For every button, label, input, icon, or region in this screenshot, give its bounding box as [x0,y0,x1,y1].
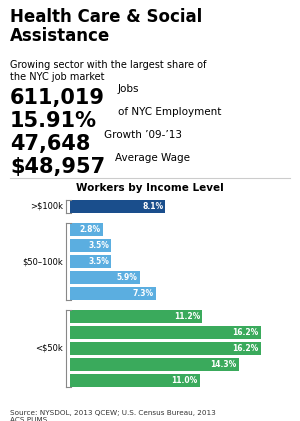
Text: Average Wage: Average Wage [115,153,190,163]
Bar [70,255,111,268]
Bar [70,271,140,284]
Text: 11.2%: 11.2% [174,312,200,321]
Text: >$100k: >$100k [30,202,63,211]
Text: 611,019: 611,019 [10,88,105,108]
Text: 3.5%: 3.5% [88,257,109,266]
Text: 8.1%: 8.1% [142,202,164,211]
Text: 16.2%: 16.2% [232,328,259,337]
Text: 15.91%: 15.91% [10,111,97,131]
Text: Workers by Income Level: Workers by Income Level [76,183,224,193]
Text: Growing sector with the largest share of
the NYC job market: Growing sector with the largest share of… [10,60,206,82]
Bar [70,358,239,371]
Text: 14.3%: 14.3% [210,360,236,369]
Text: 2.8%: 2.8% [80,225,101,234]
Text: $50–100k: $50–100k [22,257,63,266]
Text: 5.9%: 5.9% [117,273,137,282]
Text: 7.3%: 7.3% [133,289,154,298]
Text: 16.2%: 16.2% [232,344,259,353]
Bar [70,200,165,213]
Text: Health Care & Social
Assistance: Health Care & Social Assistance [10,8,202,45]
Bar [70,223,103,236]
Bar [70,342,261,355]
Text: <$50k: <$50k [35,344,63,353]
Text: 3.5%: 3.5% [88,241,109,250]
Text: Jobs: Jobs [118,84,140,94]
Bar [70,310,202,323]
Text: of NYC Employment: of NYC Employment [118,107,221,117]
Text: $48,957: $48,957 [10,157,105,177]
Bar [70,239,111,252]
Text: 11.0%: 11.0% [171,376,198,385]
Bar [70,374,200,387]
Text: Source: NYSDOL, 2013 QCEW; U.S. Census Bureau, 2013
ACS PUMS: Source: NYSDOL, 2013 QCEW; U.S. Census B… [10,410,216,421]
Bar [70,326,261,339]
Text: Growth ’09-’13: Growth ’09-’13 [104,130,182,140]
Bar [70,287,156,300]
Text: 47,648: 47,648 [10,134,90,154]
